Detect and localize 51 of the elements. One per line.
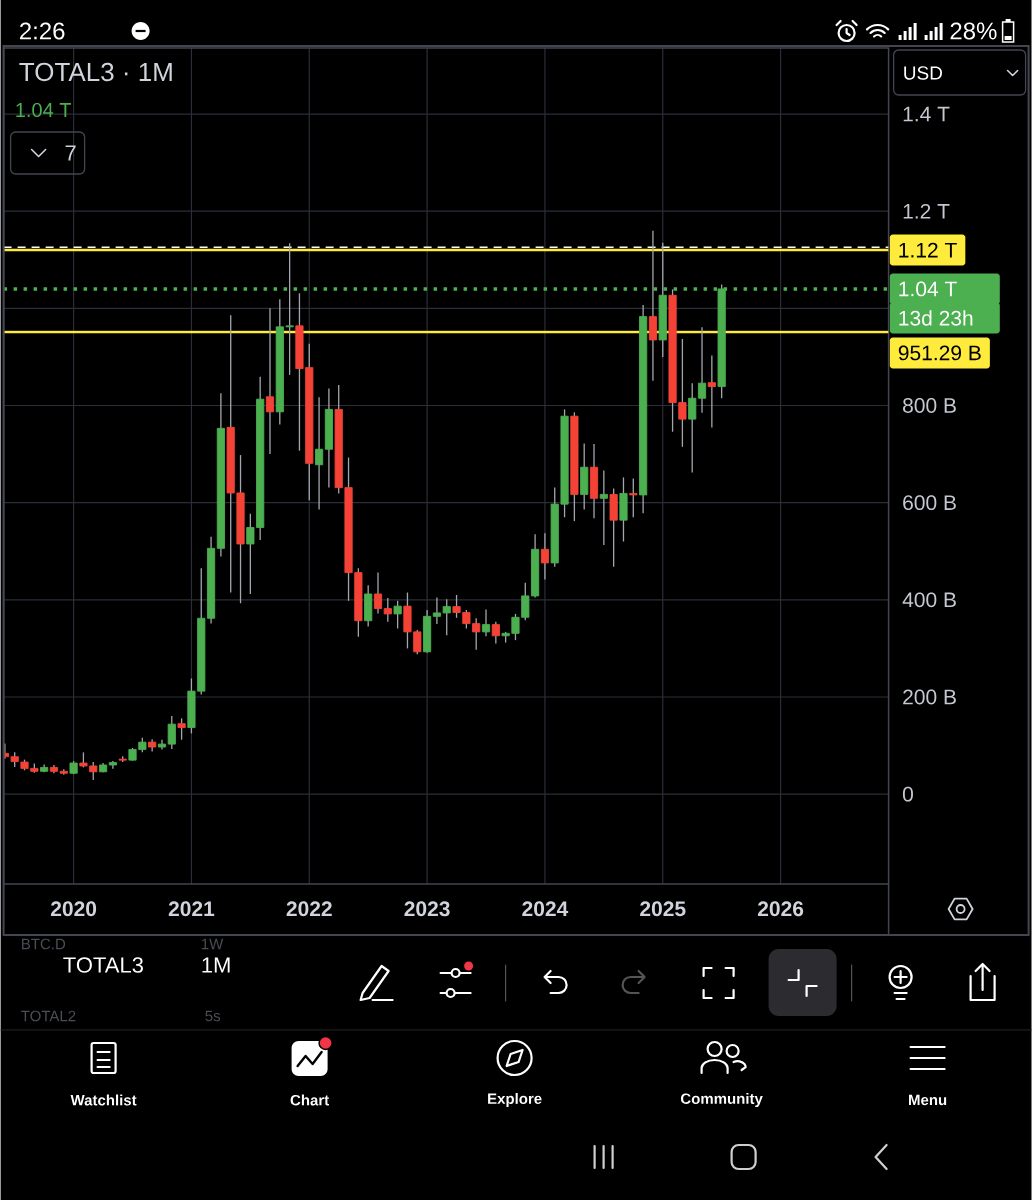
ref-line-label: 1.04 T [899, 281, 957, 297]
candlestick [599, 469, 608, 546]
y-tick-label: 0 [902, 786, 913, 802]
y-tick-label: 400 B [902, 592, 956, 608]
text: Explore [488, 1093, 542, 1107]
candlestick [481, 608, 490, 637]
text: 1W [201, 938, 224, 950]
ref-line-label: 1.12 T [899, 242, 957, 258]
annotation: 7 [65, 145, 76, 161]
candlestick [314, 396, 324, 511]
x-tick-label: 2021 [168, 901, 215, 917]
candlestick [707, 354, 716, 429]
candlestick [629, 477, 638, 518]
candlestick [491, 621, 500, 645]
y-tick-label: 800 B [902, 398, 956, 413]
y-tick-label: 600 B [903, 495, 956, 511]
chart-title: TOTAL3 · 1M [19, 62, 172, 82]
x-tick-label: 2025 [640, 901, 686, 917]
text: Watchlist [70, 1094, 137, 1106]
candlestick [167, 715, 176, 750]
candlestick [177, 717, 186, 741]
y-tick-label: 1.4 T [903, 106, 950, 122]
annotation: 1.04 T [16, 102, 71, 118]
text: 13d 23h [899, 310, 973, 326]
x-tick-label: 2023 [404, 901, 450, 917]
text: 5s [205, 1010, 220, 1022]
text: USD [904, 66, 942, 80]
candlestick [373, 571, 382, 615]
ref-line-label: 951.29 B [898, 345, 981, 361]
x-tick-label: 2022 [286, 901, 332, 917]
candlestick [383, 597, 392, 623]
x-tick-label: 2020 [50, 901, 96, 917]
candlestick [697, 326, 707, 414]
text: Menu [908, 1094, 947, 1106]
candlestick [648, 229, 657, 382]
text: 2:26 [19, 22, 65, 40]
y-tick-label: 1.2 T [903, 203, 950, 219]
y-tick-label: 200 B [903, 689, 956, 705]
candlestick [688, 382, 697, 474]
x-tick-label: 2026 [757, 901, 804, 917]
candlestick [540, 532, 549, 581]
text: TOTAL2 [21, 1010, 76, 1022]
text: TOTAL3 [63, 957, 143, 973]
candlestick [393, 600, 402, 630]
text: Chart [290, 1094, 329, 1106]
text: 1M [202, 957, 230, 973]
text: Community [680, 1093, 763, 1107]
x-tick-label: 2024 [522, 901, 569, 917]
text: 28% [950, 22, 997, 40]
candlestick [265, 307, 274, 455]
text: BTC.D [21, 938, 65, 950]
